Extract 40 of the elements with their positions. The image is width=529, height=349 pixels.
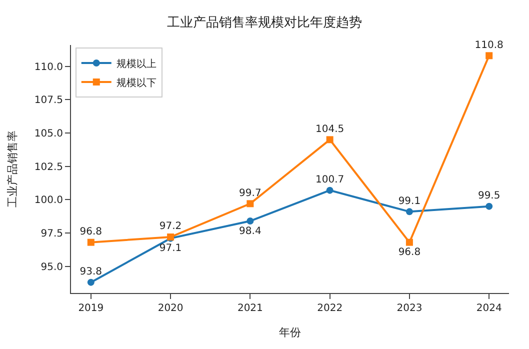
x-tick-label: 2024 [476, 303, 502, 314]
point [326, 136, 334, 144]
point [246, 218, 254, 224]
x-tick-label: 2022 [317, 303, 343, 314]
y-axis-title: 工业产品销售率 [6, 130, 20, 208]
point [326, 186, 334, 194]
data-label: 98.4 [239, 226, 262, 237]
data-label: 99.5 [478, 190, 500, 202]
y-tick-label: 110.0 [34, 62, 63, 73]
legend-label: 规模以上 [116, 58, 156, 70]
data-label: 96.8 [398, 247, 421, 258]
data-label: 93.8 [80, 266, 102, 278]
data-label: 97.1 [159, 243, 182, 254]
point [406, 208, 413, 216]
data-label: 99.7 [239, 188, 262, 199]
y-tick-label: 97.5 [40, 228, 63, 240]
y-tick-label: 107.5 [34, 95, 63, 106]
point [406, 238, 413, 246]
data-label: 104.5 [316, 124, 344, 135]
y-tick-label: 100.0 [34, 195, 63, 206]
y-tick-label: 102.5 [34, 162, 63, 173]
data-label: 96.8 [80, 226, 102, 238]
x-tick-label: 2019 [78, 303, 104, 314]
x-axis-title: 年份 [279, 326, 301, 340]
y-tick-label: 95.0 [40, 262, 63, 273]
point [246, 200, 254, 208]
x-tick-label: 2021 [237, 303, 263, 314]
data-label: 100.7 [316, 174, 344, 186]
point [486, 202, 493, 210]
y-tick-label: 105.0 [34, 128, 63, 140]
x-tick-label: 2023 [396, 303, 422, 314]
point [87, 278, 94, 286]
data-label: 97.2 [159, 221, 182, 232]
chart-title: 工业产品销售率规模对比年度趋势 [167, 14, 362, 31]
data-label: 99.1 [398, 196, 421, 207]
point [87, 238, 94, 246]
point [486, 52, 493, 60]
data-label: 110.8 [474, 40, 504, 51]
x-tick-label: 2020 [158, 303, 184, 314]
legend-label: 规模以下 [116, 76, 156, 89]
